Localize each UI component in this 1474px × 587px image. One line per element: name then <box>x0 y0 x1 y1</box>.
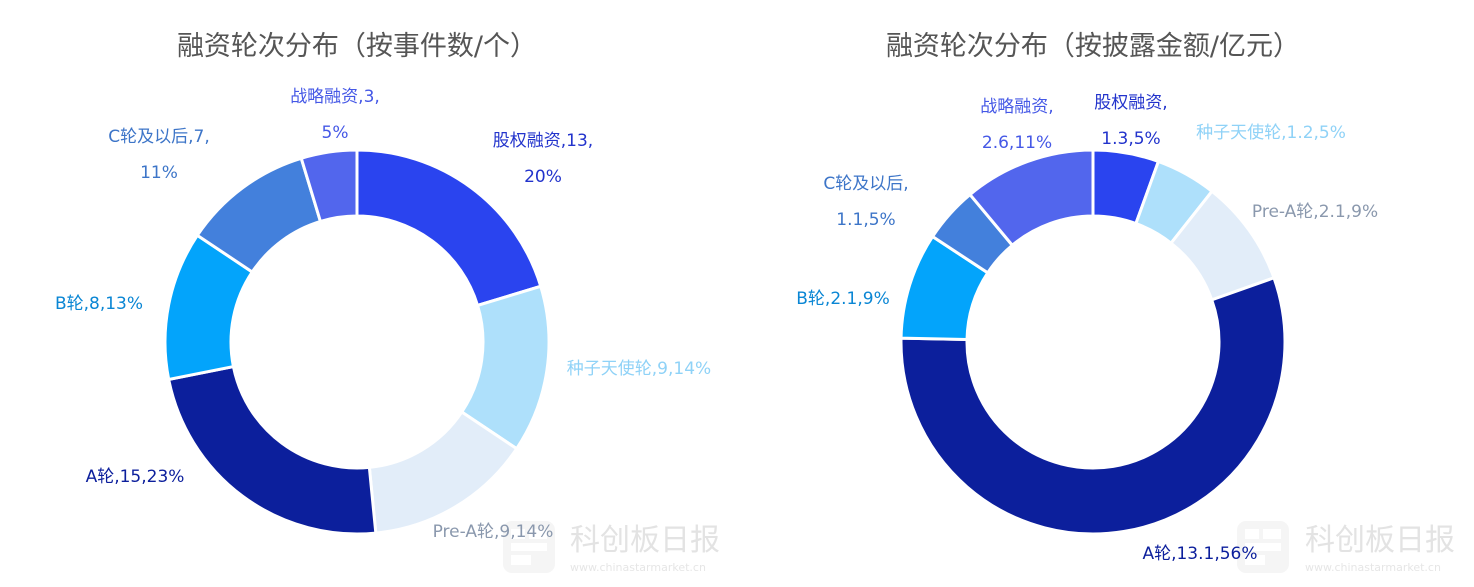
data-label-line: 11% <box>140 163 178 183</box>
watermark-name: 科创板日报 <box>1305 523 1455 558</box>
donut-slice <box>299 148 359 224</box>
chart-title: 融资轮次分布（按事件数/个） <box>177 31 537 62</box>
data-label: 股权融资, 1.3,5% <box>1094 93 1167 149</box>
data-label-line: 种子天使轮,9,14% <box>567 358 711 379</box>
data-label-line: 1.1,5% <box>836 210 895 230</box>
data-label-line: 2.6,11% <box>982 133 1052 153</box>
data-label: 种子天使轮,9,14% <box>567 358 711 379</box>
data-label: 战略融资, 2.6,11% <box>980 97 1053 153</box>
data-label-line: 20% <box>524 167 562 187</box>
donut-slice <box>899 275 1287 536</box>
data-labels: 股权融资,13, 20% 种子天使轮,9,14% Pre-A轮,9,14% A轮,15,… <box>55 87 711 542</box>
data-label-line: 股权融资,13, <box>493 131 593 151</box>
data-label: 股权融资,13, 20% <box>493 131 593 187</box>
chart-title: 融资轮次分布（按披露金额/亿元） <box>886 31 1300 62</box>
data-label-line: Pre-A轮,9,14% <box>433 522 554 542</box>
data-label: C轮及以后,7, 11% <box>108 127 210 183</box>
data-label-line: Pre-A轮,2.1,9% <box>1252 202 1378 222</box>
data-label: 战略融资,3, 5% <box>290 87 380 143</box>
watermark-name: 科创板日报 <box>570 523 720 558</box>
watermark-left: 科创板日报 www.chinastarmarket.cn <box>503 521 720 574</box>
watermark-logo-icon <box>1237 521 1289 573</box>
data-label-line: A轮,15,23% <box>86 467 185 487</box>
donut-chart-by-count: 融资轮次分布（按事件数/个） 股权融资,13, 20% 种子天使轮,9,14% Pre… <box>55 31 711 542</box>
data-label-line: C轮及以后, <box>823 174 908 194</box>
data-label-line: 战略融资, <box>980 97 1053 117</box>
data-label: A轮,15,23% <box>86 467 185 487</box>
data-label: 种子天使轮,1.2,5% <box>1196 122 1346 143</box>
data-label-line: B轮,8,13% <box>55 294 143 314</box>
watermark-right: 科创板日报 www.chinastarmarket.cn <box>1237 521 1455 574</box>
data-label: A轮,13.1,56% <box>1142 544 1257 564</box>
donut-slice <box>166 364 378 536</box>
data-label: C轮及以后, 1.1,5% <box>823 174 908 230</box>
data-labels: 股权融资, 1.3,5% 种子天使轮,1.2,5% Pre-A轮,2.1,9% A轮,1… <box>796 93 1378 564</box>
data-label-line: C轮及以后,7, <box>108 127 210 147</box>
data-label-line: 种子天使轮,1.2,5% <box>1196 122 1346 143</box>
data-label-line: B轮,2.1,9% <box>796 289 889 309</box>
data-label-line: 股权融资, <box>1094 93 1167 113</box>
donut-slice <box>355 148 543 308</box>
data-label-line: 1.3,5% <box>1101 129 1160 149</box>
donut-slice <box>967 148 1095 248</box>
donut-chart-by-amount: 融资轮次分布（按披露金额/亿元） 股权融资, 1.3,5% 种子天使轮,1.2,5%… <box>796 31 1378 564</box>
watermark-url: www.chinastarmarket.cn <box>570 561 706 574</box>
data-label: B轮,8,13% <box>55 294 143 314</box>
watermark-url: www.chinastarmarket.cn <box>1305 561 1441 574</box>
data-label-line: A轮,13.1,56% <box>1142 544 1257 564</box>
data-label: Pre-A轮,9,14% <box>433 522 554 542</box>
data-label-line: 5% <box>322 123 349 143</box>
watermark-logo-icon <box>503 521 555 573</box>
data-label: B轮,2.1,9% <box>796 289 889 309</box>
data-label: Pre-A轮,2.1,9% <box>1252 202 1378 222</box>
donut-slices <box>163 148 551 536</box>
data-label-line: 战略融资,3, <box>290 87 380 107</box>
donut-slices <box>899 148 1287 536</box>
